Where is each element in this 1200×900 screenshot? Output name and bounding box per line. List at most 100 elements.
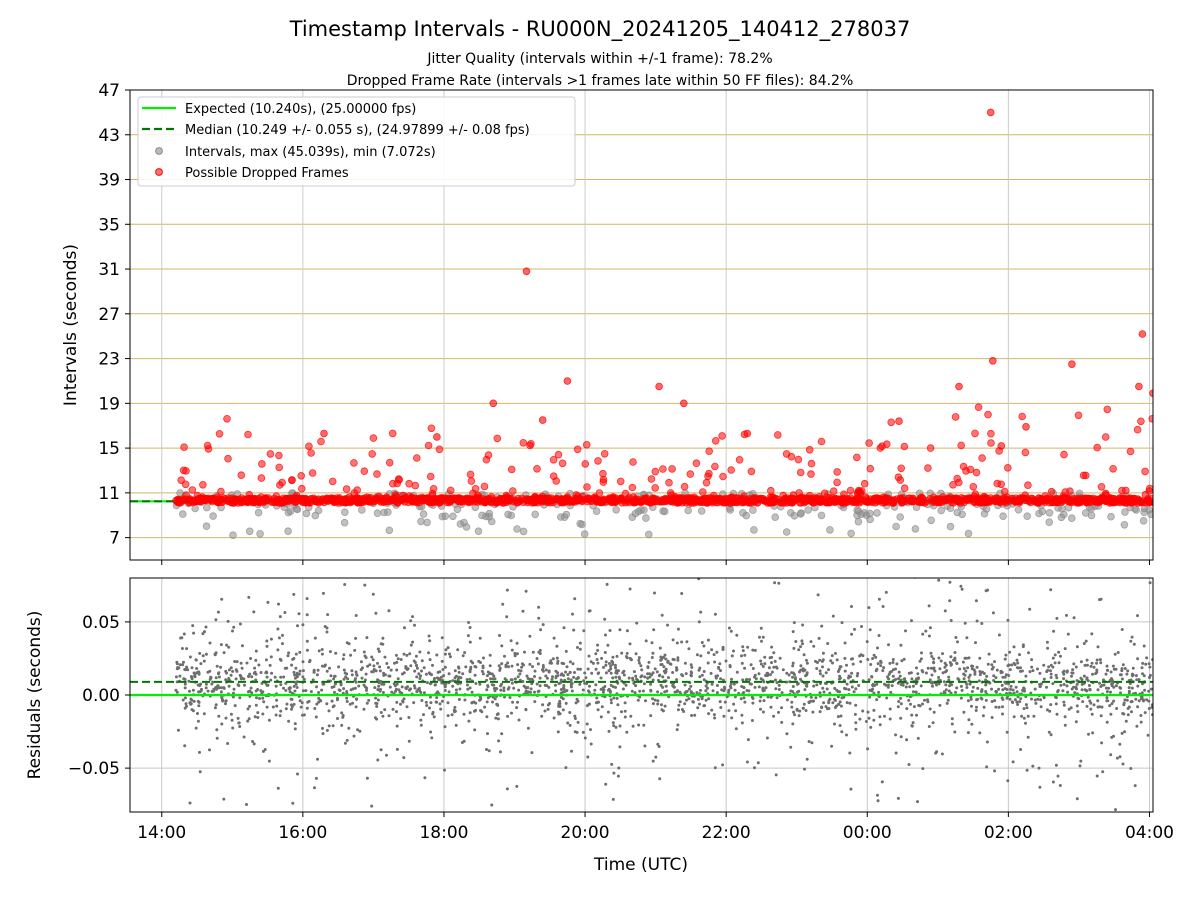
dropped-frame-point	[275, 451, 283, 460]
residual-point	[1132, 642, 1136, 646]
residual-point	[220, 722, 224, 726]
residual-point	[237, 721, 241, 725]
dropped-frame-point	[946, 493, 955, 502]
residual-point	[1108, 704, 1112, 708]
residual-point	[921, 702, 924, 706]
residual-point	[1008, 650, 1012, 654]
residual-point	[859, 653, 863, 657]
residual-point	[766, 674, 769, 678]
residual-point	[564, 649, 568, 653]
residual-point	[790, 700, 794, 704]
dropped-frame-point	[721, 498, 730, 507]
residual-point	[441, 668, 445, 671]
residual-point	[342, 687, 346, 691]
residual-point	[1057, 650, 1061, 654]
residual-point	[589, 660, 593, 664]
dropped-frame-point	[1133, 425, 1142, 434]
residual-point	[1055, 616, 1059, 620]
residual-point	[950, 722, 954, 726]
residual-point	[977, 679, 981, 683]
residual-point	[661, 709, 665, 713]
residual-point	[897, 700, 901, 703]
residual-point	[522, 663, 525, 667]
residual-point	[646, 676, 650, 680]
residual-point	[355, 673, 359, 676]
dropped-frame-point	[949, 480, 957, 489]
residual-point	[1055, 712, 1059, 716]
legend-entry-median: Median (10.249 +/- 0.055 s), (24.97899 +…	[142, 123, 530, 138]
residual-point	[695, 653, 699, 657]
residual-point	[891, 661, 895, 664]
residual-point	[224, 699, 228, 703]
residual-point	[800, 639, 804, 643]
residual-point	[395, 668, 399, 672]
interval-point	[964, 529, 973, 538]
residual-point	[603, 617, 607, 621]
residual-point	[1084, 639, 1088, 643]
residual-point	[1118, 742, 1122, 746]
residual-point	[523, 650, 526, 654]
residual-point	[1030, 665, 1034, 669]
residual-point	[877, 597, 881, 601]
residual-point	[180, 647, 184, 650]
intervals-y-tick-label: 43	[98, 126, 120, 146]
residual-point	[910, 619, 913, 623]
interval-point	[1023, 512, 1031, 520]
residual-point	[979, 569, 982, 572]
residual-point	[1115, 707, 1119, 710]
residual-point	[219, 665, 223, 669]
residual-point	[790, 705, 794, 709]
residual-point	[1051, 780, 1055, 784]
residual-point	[1143, 688, 1147, 692]
residual-point	[366, 664, 370, 668]
residual-point	[238, 622, 242, 626]
dropped-frame-point	[466, 470, 475, 479]
residual-point	[780, 706, 784, 710]
residual-point	[843, 669, 847, 673]
residual-point	[1061, 689, 1065, 693]
intervals-y-tick-label: 15	[98, 439, 120, 459]
residual-point	[213, 706, 217, 710]
residual-point	[278, 615, 282, 619]
residual-point	[257, 663, 261, 667]
residual-point	[990, 687, 993, 691]
residual-point	[574, 701, 578, 705]
residual-point	[791, 685, 795, 688]
residual-point	[572, 675, 576, 679]
residual-point	[867, 606, 871, 610]
dropped-frame-point	[846, 486, 855, 495]
residual-point	[503, 695, 506, 699]
residual-point	[976, 686, 980, 690]
residual-point	[1033, 687, 1037, 691]
dropped-frame-point	[861, 493, 870, 502]
residual-point	[821, 686, 825, 690]
residual-point	[763, 662, 767, 666]
residual-point	[623, 715, 627, 719]
residual-point	[1079, 660, 1083, 664]
residual-point	[1016, 703, 1020, 706]
residual-point	[1105, 696, 1109, 700]
residual-point	[613, 716, 617, 720]
residual-point	[273, 675, 277, 679]
residual-point	[990, 667, 994, 671]
residual-point	[428, 695, 432, 699]
residual-point	[282, 675, 286, 679]
residual-point	[217, 714, 221, 718]
residual-point	[1121, 663, 1125, 667]
residual-point	[663, 653, 667, 657]
residual-point	[238, 725, 242, 728]
residual-point	[750, 695, 754, 699]
residual-point	[197, 671, 201, 675]
residual-point	[525, 674, 529, 678]
residual-point	[513, 654, 517, 658]
dropped-frame-point	[1021, 491, 1029, 500]
residual-point	[247, 717, 251, 721]
legend-expected-label: Expected (10.240s), (25.00000 fps)	[185, 102, 416, 117]
residual-point	[358, 729, 362, 733]
residual-point	[945, 669, 949, 673]
residual-point	[974, 599, 978, 603]
residual-point	[515, 784, 519, 788]
residual-point	[578, 667, 582, 671]
dropped-frame-point	[446, 486, 455, 495]
residual-point	[395, 700, 399, 704]
